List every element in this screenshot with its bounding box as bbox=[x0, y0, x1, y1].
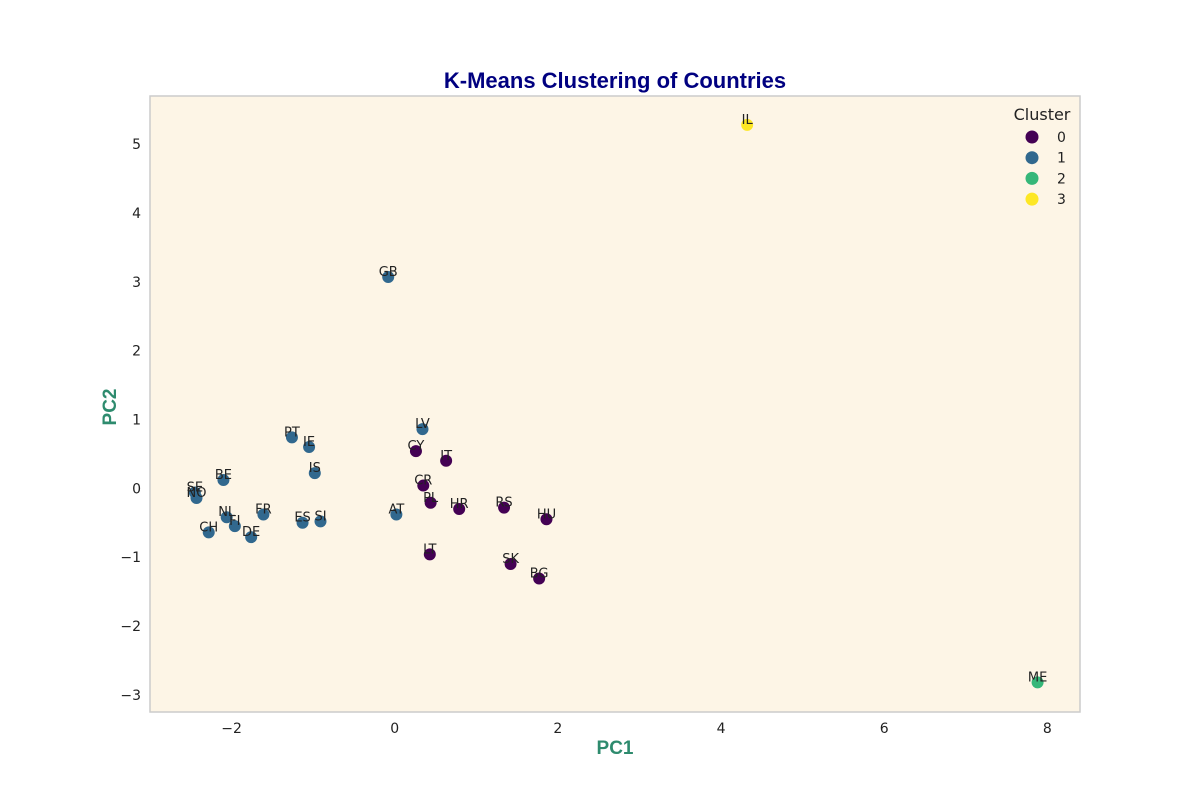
point-label: BE bbox=[215, 468, 232, 483]
point-label: ES bbox=[294, 511, 310, 526]
y-tick-label: 4 bbox=[132, 206, 141, 222]
y-tick-label: 1 bbox=[132, 412, 141, 428]
y-axis-ticks: −3 −2 −1 0 1 2 3 4 5 bbox=[120, 137, 141, 704]
data-point bbox=[504, 558, 517, 571]
point-label: LV bbox=[415, 417, 430, 432]
data-point bbox=[228, 520, 241, 533]
point-label: NL bbox=[218, 505, 236, 520]
point-label: RS bbox=[495, 496, 512, 511]
data-point bbox=[409, 445, 422, 458]
y-tick-label: 2 bbox=[132, 344, 141, 360]
data-point bbox=[440, 454, 453, 467]
point-label: HR bbox=[450, 497, 469, 512]
y-tick-label: 3 bbox=[132, 275, 141, 291]
data-point bbox=[498, 501, 511, 514]
data-point bbox=[202, 526, 215, 539]
legend: Cluster 0 1 2 3 bbox=[1014, 105, 1071, 208]
x-tick-label: 6 bbox=[880, 721, 889, 737]
x-tick-label: 2 bbox=[553, 721, 562, 737]
data-point bbox=[416, 423, 429, 436]
point-label: FI bbox=[229, 514, 240, 529]
point-label: DE bbox=[242, 525, 260, 540]
data-point bbox=[424, 496, 437, 509]
y-tick-label: 0 bbox=[132, 481, 141, 497]
legend-marker bbox=[1025, 171, 1039, 185]
point-label: CY bbox=[408, 439, 425, 454]
legend-entry: 1 bbox=[1057, 151, 1066, 167]
x-tick-label: 4 bbox=[717, 721, 726, 737]
data-point bbox=[741, 118, 754, 131]
point-label: GB bbox=[379, 265, 398, 280]
data-point bbox=[1031, 676, 1044, 689]
point-label: LT bbox=[423, 542, 436, 557]
data-point bbox=[453, 502, 466, 515]
data-point bbox=[257, 508, 270, 521]
point-label: IS bbox=[309, 461, 321, 476]
x-axis-label: PC1 bbox=[597, 738, 634, 759]
data-point bbox=[390, 508, 403, 521]
x-tick-label: 0 bbox=[390, 721, 399, 737]
point-label: SE bbox=[187, 480, 203, 495]
chart-title: K-Means Clustering of Countries bbox=[444, 68, 786, 93]
legend-marker bbox=[1025, 130, 1039, 144]
data-point bbox=[314, 515, 327, 528]
plot-area bbox=[149, 95, 1081, 713]
data-point bbox=[285, 431, 298, 444]
data-point bbox=[296, 516, 309, 529]
data-point bbox=[540, 513, 553, 526]
y-tick-label: 5 bbox=[132, 137, 141, 153]
point-label: FR bbox=[255, 502, 272, 517]
point-label: SI bbox=[314, 509, 326, 524]
data-point bbox=[308, 467, 321, 480]
y-axis-label: PC2 bbox=[100, 389, 121, 426]
point-label: SK bbox=[502, 552, 519, 567]
x-tick-label: −2 bbox=[221, 721, 242, 737]
data-point bbox=[190, 491, 203, 504]
point-label: BG bbox=[530, 566, 549, 581]
point-label: IL bbox=[742, 113, 754, 128]
legend-marker bbox=[1025, 151, 1039, 165]
point-label: PL bbox=[423, 491, 439, 506]
x-tick-label: 8 bbox=[1043, 721, 1052, 737]
point-label: IE bbox=[303, 435, 315, 450]
point-label: IT bbox=[440, 449, 452, 464]
data-point bbox=[303, 441, 316, 454]
data-point bbox=[220, 511, 233, 524]
y-tick-label: −2 bbox=[120, 619, 141, 635]
point-label: ME bbox=[1028, 670, 1047, 685]
y-tick-label: −1 bbox=[120, 550, 141, 566]
data-point bbox=[417, 479, 430, 492]
data-point bbox=[423, 548, 436, 561]
point-label: CR bbox=[414, 474, 432, 489]
data-point bbox=[217, 474, 230, 487]
legend-entry: 0 bbox=[1057, 130, 1066, 146]
data-point bbox=[245, 531, 258, 544]
data-point bbox=[382, 271, 395, 284]
point-label: AT bbox=[388, 502, 404, 517]
point-label: HU bbox=[537, 507, 556, 522]
legend-title: Cluster bbox=[1014, 105, 1071, 124]
y-tick-label: −3 bbox=[120, 688, 141, 704]
legend-entry: 3 bbox=[1057, 192, 1066, 208]
point-label: NO bbox=[187, 486, 207, 501]
legend-marker bbox=[1025, 192, 1039, 206]
point-label: CH bbox=[199, 520, 218, 535]
x-axis-ticks: −2 0 2 4 6 8 bbox=[221, 721, 1052, 737]
data-point bbox=[533, 572, 546, 585]
point-label: PT bbox=[284, 425, 300, 440]
legend-entry: 2 bbox=[1057, 171, 1066, 187]
